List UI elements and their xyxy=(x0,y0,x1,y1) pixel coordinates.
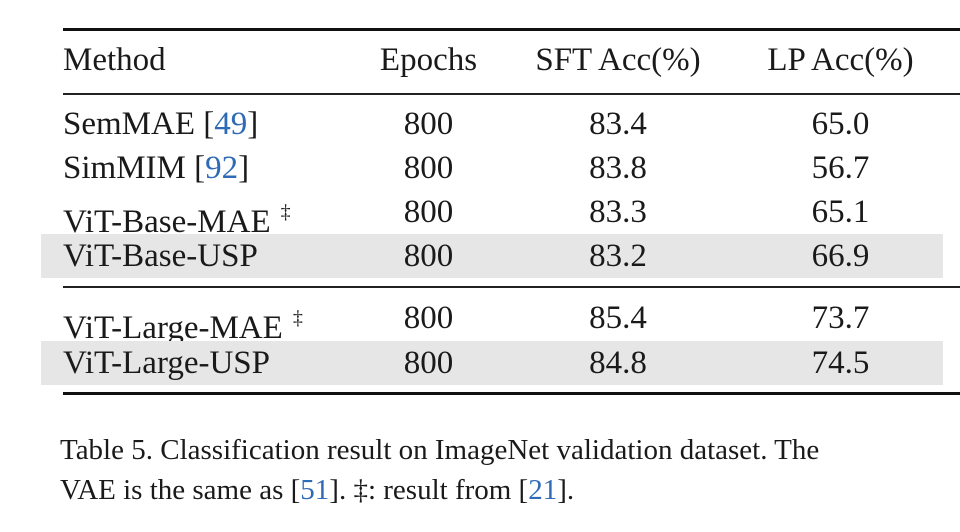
dagger-mark: ‡ xyxy=(292,307,303,329)
table-row: ViT-Base-MAE ‡ 800 83.3 65.1 xyxy=(41,190,943,240)
table-row: SemMAE [49] 800 83.4 65.0 xyxy=(41,102,943,146)
sft-acc-value: 83.4 xyxy=(589,106,647,142)
lp-acc-value: 56.7 xyxy=(811,150,870,186)
table-row-highlighted: ViT-Large-USP 800 84.8 74.5 xyxy=(41,341,943,385)
citation-link[interactable]: 51 xyxy=(300,474,330,506)
header-epochs: Epochs xyxy=(379,42,478,78)
header-method: Method xyxy=(63,42,166,78)
method-name: ViT-Large-USP xyxy=(63,345,271,381)
group-rule xyxy=(63,286,960,288)
bottom-rule xyxy=(63,392,960,395)
epochs-value: 800 xyxy=(403,150,454,186)
epochs-value: 800 xyxy=(403,194,454,230)
lp-acc-value: 74.5 xyxy=(811,345,870,381)
lp-acc-value: 65.1 xyxy=(811,194,870,230)
method-name: ViT-Large-MAE ‡ xyxy=(63,307,303,346)
lp-acc-value: 66.9 xyxy=(811,238,870,274)
header-row: Method Epochs SFT Acc(%) LP Acc(%) xyxy=(41,38,943,82)
method-name: SimMIM [92] xyxy=(63,150,250,186)
header-sft-acc: SFT Acc(%) xyxy=(535,42,701,78)
citation-link[interactable]: 49 xyxy=(214,106,248,142)
epochs-value: 800 xyxy=(403,238,454,274)
header-lp-acc: LP Acc(%) xyxy=(767,42,914,78)
method-name: ViT-Base-USP xyxy=(63,238,258,274)
epochs-value: 800 xyxy=(403,106,454,142)
epochs-value: 800 xyxy=(403,345,454,381)
lp-acc-value: 65.0 xyxy=(811,106,870,142)
dagger-mark: ‡ xyxy=(280,201,291,223)
caption-line-2: VAE is the same as [51]. ‡: result from … xyxy=(60,474,575,506)
sft-acc-value: 83.3 xyxy=(589,194,647,230)
table-caption: Table 5. Classification result on ImageN… xyxy=(60,430,940,510)
top-rule xyxy=(63,28,960,31)
lp-acc-value: 73.7 xyxy=(811,300,870,336)
sft-acc-value: 85.4 xyxy=(589,300,647,336)
citation-link[interactable]: 21 xyxy=(528,474,558,506)
caption-line-1: Table 5. Classification result on ImageN… xyxy=(60,434,820,466)
epochs-value: 800 xyxy=(403,300,454,336)
table-row: ViT-Large-MAE ‡ 800 85.4 73.7 xyxy=(41,296,943,346)
citation-link[interactable]: 92 xyxy=(205,150,239,186)
table-row: SimMIM [92] 800 83.8 56.7 xyxy=(41,146,943,190)
sft-acc-value: 83.2 xyxy=(589,238,647,274)
table-row-highlighted: ViT-Base-USP 800 83.2 66.9 xyxy=(41,234,943,278)
method-name: SemMAE [49] xyxy=(63,106,259,142)
sft-acc-value: 84.8 xyxy=(589,345,647,381)
method-name: ViT-Base-MAE ‡ xyxy=(63,201,291,240)
header-rule xyxy=(63,93,960,95)
sft-acc-value: 83.8 xyxy=(589,150,647,186)
